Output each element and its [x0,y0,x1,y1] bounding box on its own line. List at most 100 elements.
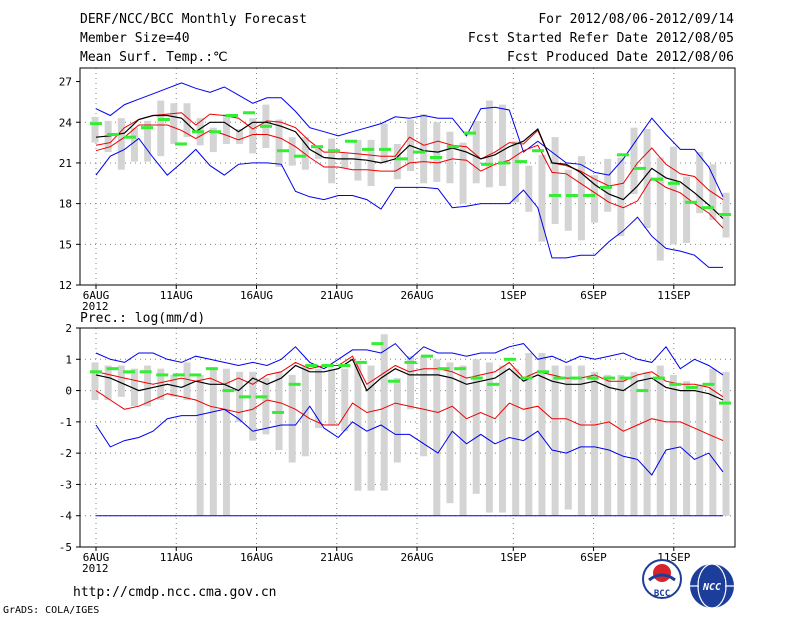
temperature-grid [80,68,735,285]
precipitation-x-tick-label: 16AUG [240,551,273,564]
temperature-median-mark [141,126,153,130]
temperature-range-box [630,127,638,195]
precipitation-median-mark [487,382,500,386]
temperature-range-box [499,104,507,186]
temperature-y-tick-label: 12 [59,279,72,292]
temperature-range-box [130,127,138,162]
precipitation-y-tick-label: -4 [59,510,73,523]
temperature-lower-line [95,124,724,229]
temperature-median-mark [498,161,510,165]
precipitation-median-mark [652,376,665,380]
precipitation-median-mark [437,367,450,371]
temperature-median-mark [260,124,272,128]
precipitation-y-tick-label: -2 [59,447,72,460]
precipitation-boxes [91,334,730,516]
precipitation-median-mark [139,370,152,374]
precipitation-range-box [709,368,717,516]
forecast-start-label: Fcst Started Refer Date 2012/08/05 [468,31,734,46]
precipitation-range-box [341,368,349,432]
temperature-median-mark [515,160,527,164]
temperature-range-box [446,131,454,184]
temperature-range-box [709,164,717,220]
temperature-range-box [643,129,651,229]
precipitation-range-box [485,362,493,513]
precipitation-range-box [104,365,112,400]
temperature-median-mark [294,154,306,158]
temperature-median-mark [702,206,714,210]
source-url[interactable]: http://cmdp.ncc.cma.gov.cn [73,585,277,600]
temperature-median-mark [532,149,544,153]
temperature-range-box [525,165,533,212]
temperature-range-box [354,139,362,181]
precipitation-range-box [722,371,730,516]
temperature-range-box [249,118,257,154]
precipitation-range-box [538,353,546,516]
precipitation-range-box [433,359,441,516]
temperature-lines [95,82,724,268]
precipitation-median-mark [238,395,251,399]
precipitation-x-tick-label: 11AUG [160,551,193,564]
temperature-boxes [91,100,730,261]
forecast-produced-label: Fcst Produced Date 2012/08/06 [507,50,734,65]
temperature-range-box [144,120,152,162]
precipitation-median-mark [570,376,583,380]
temperature-range-box [170,103,178,144]
temperature-range-box [341,153,349,169]
bcc-logo: BCC [642,559,682,599]
precipitation-median-mark [305,364,318,368]
precipitation-range-box [183,362,191,400]
temperature-median-mark [668,181,680,185]
precipitation-median-mark [338,364,351,368]
precipitation-mean-line [95,358,724,401]
precipitation-y-tick-label: -5 [59,541,72,554]
temperature-range-box [157,100,165,157]
temperature-range-box [656,157,664,261]
precipitation-lower-line [95,390,724,442]
temperature-x-axis: 6AUG 11AUG 16AUG 21AUG 26AUG 1SEP 6SEP 11SEP 201… [82,285,691,313]
precipitation-median-mark [106,367,119,371]
precipitation-range-box [525,353,533,516]
temperature-range-box [117,118,125,170]
temperature-median-mark [192,130,204,134]
temperature-range-box [183,103,191,138]
precipitation-range-box [407,356,414,410]
precipitation-x-axis: 6AUG 11AUG 16AUG 21AUG 26AUG 1SEP 6SEP 11SEP201… [82,547,691,575]
forecast-period-label: For 2012/08/06-2012/09/14 [538,12,734,27]
temperature-range-box [617,157,625,237]
bcc-logo-swoosh [648,573,676,582]
precipitation-median-mark [156,373,169,377]
temperature-range-box [591,175,599,223]
temperature-range-box [696,152,704,214]
temperature-range-box [420,114,428,184]
temperature-y-axis: 12 15 18 21 24 27 [59,76,80,292]
temperature-median-mark [430,156,442,160]
precipitation-median-mark [536,370,549,374]
temperature-range-box [512,141,520,203]
precipitation-median-mark [669,382,682,386]
temperature-range-box [209,127,217,153]
precipitation-median-mark [603,376,616,380]
precipitation-range-box [472,359,480,494]
precipitation-median-mark [636,389,649,393]
figure-title: DERF/NCC/BCC Monthly Forecast [80,12,307,27]
precipitation-range-box [144,365,152,407]
precipitation-median-marks [90,342,731,414]
temperature-x-tick-label: 6SEP [580,289,607,302]
temperature-median-mark [277,149,289,153]
temperature-median-mark [90,122,102,126]
precipitation-range-box [354,362,362,491]
temperature-min-line [95,137,723,268]
variable-label: Mean Surf. Temp.:℃ [80,50,228,65]
precipitation-x-tick-label: 6SEP [580,551,607,564]
precipitation-median-mark [189,373,202,377]
temperature-median-mark [328,149,340,153]
precipitation-range-box [209,368,217,516]
precipitation-range-box [656,365,664,516]
temperature-max-line [95,82,724,198]
temperature-median-mark [124,135,136,139]
precipitation-range-box [696,384,704,516]
precipitation-median-mark [222,389,235,393]
precipitation-range-box [577,365,585,516]
temperature-range-box [669,146,677,245]
temperature-median-mark [396,157,408,161]
